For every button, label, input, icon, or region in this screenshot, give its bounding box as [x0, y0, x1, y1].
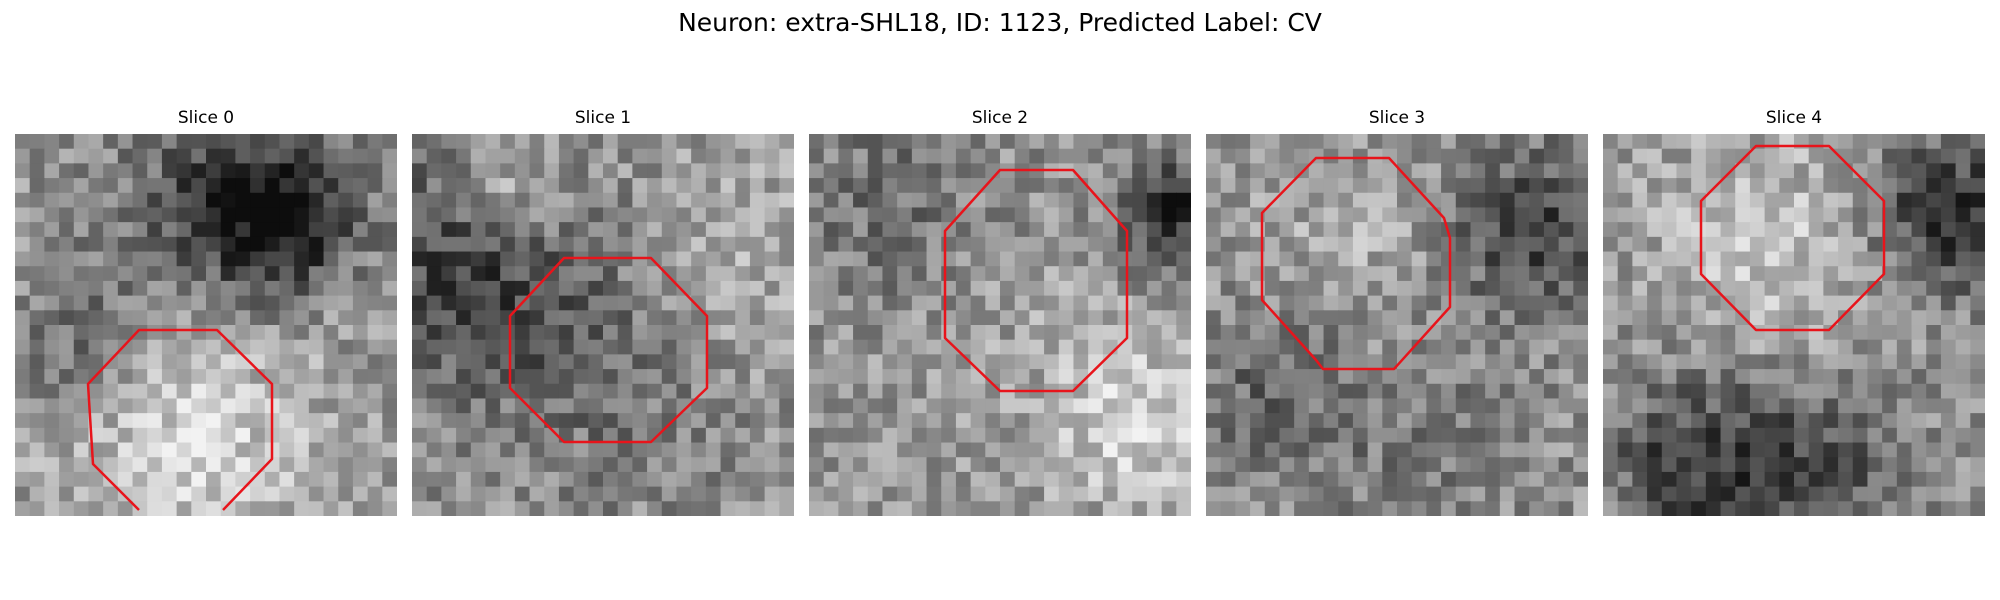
contour-outline	[943, 168, 1129, 393]
slice-svg	[1206, 134, 1588, 516]
slice-panel-4: Slice 4	[1603, 108, 1985, 516]
slice-panel-0: Slice 0	[15, 108, 397, 516]
contour-outline	[1260, 156, 1452, 371]
slice-image-1	[412, 134, 794, 516]
figure-title: Neuron: extra-SHL18, ID: 1123, Predicted…	[678, 8, 1322, 37]
slice-panel-2: Slice 2	[809, 108, 1191, 516]
contour-outline	[86, 328, 274, 511]
slice-panel-1: Slice 1	[412, 108, 794, 516]
slice-title: Slice 0	[177, 108, 235, 128]
slice-image-2	[809, 134, 1191, 516]
slice-svg	[809, 134, 1191, 516]
contour-outline	[1699, 144, 1886, 332]
slice-image-3	[1206, 134, 1588, 516]
slice-title: Slice 2	[971, 108, 1029, 128]
slice-image-0	[15, 134, 397, 516]
slice-svg	[15, 134, 397, 516]
slice-title: Slice 1	[574, 108, 632, 128]
slice-title: Slice 4	[1765, 108, 1823, 128]
slice-svg	[1603, 134, 1985, 516]
contour-outline	[508, 256, 709, 444]
slice-image-4	[1603, 134, 1985, 516]
slice-panel-3: Slice 3	[1206, 108, 1588, 516]
slice-svg	[412, 134, 794, 516]
slice-title: Slice 3	[1368, 108, 1426, 128]
